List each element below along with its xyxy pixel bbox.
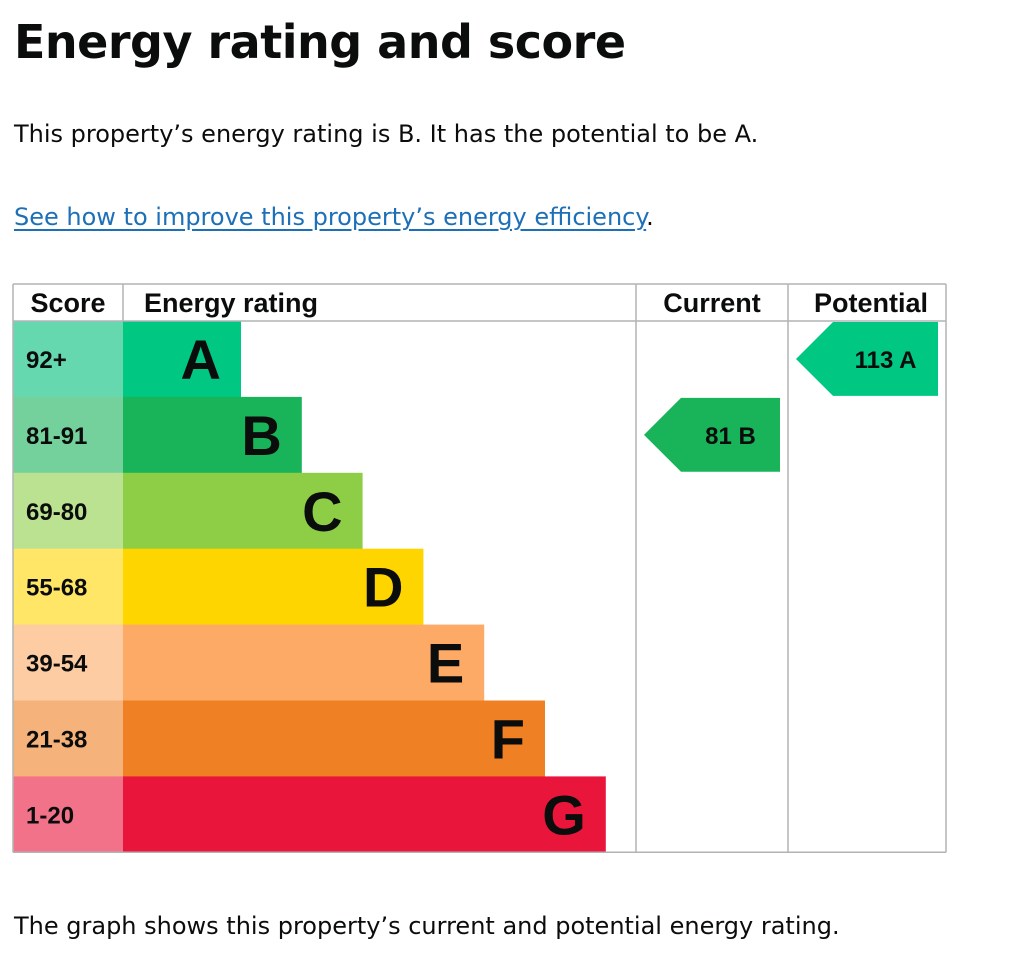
band-letter-f: F xyxy=(491,707,525,770)
score-cell-b xyxy=(13,396,123,474)
score-range-e: 39-54 xyxy=(26,651,88,678)
header-energy-rating: Energy rating xyxy=(144,288,318,318)
band-bar-d xyxy=(123,548,424,626)
potential-rating-arrow xyxy=(796,322,938,396)
score-range-f: 21-38 xyxy=(26,726,87,753)
score-cell-g xyxy=(13,776,123,853)
score-cell-f xyxy=(13,700,123,777)
band-letter-g: G xyxy=(542,783,586,846)
current-rating-arrow-label: 81 B xyxy=(705,423,756,450)
score-range-c: 69-80 xyxy=(26,499,87,526)
band-letter-e: E xyxy=(427,632,464,695)
improve-link-line: See how to improve this property’s energ… xyxy=(14,201,654,233)
band-letter-d: D xyxy=(363,556,403,619)
score-cell-e xyxy=(13,624,123,701)
band-bar-b xyxy=(123,396,302,474)
header-current: Current xyxy=(663,288,761,318)
score-cell-a xyxy=(13,321,123,398)
energy-rating-chart: 92+ A81-91 B69-80 C55-68 D39-54 E21-38 F1-20 G … xyxy=(12,283,947,854)
graph-description: The graph shows this property’s current … xyxy=(14,912,840,940)
improve-efficiency-link[interactable]: See how to improve this property’s energ… xyxy=(14,203,647,231)
header-potential: Potential xyxy=(814,288,928,318)
score-range-b: 81-91 xyxy=(26,423,87,450)
current-rating-arrow xyxy=(644,397,780,472)
score-range-d: 55-68 xyxy=(26,575,87,602)
score-range-g: 1-20 xyxy=(26,802,74,829)
band-letter-c: C xyxy=(302,480,342,543)
score-cell-c xyxy=(13,472,123,550)
band-bar-f xyxy=(123,700,545,777)
band-bar-c xyxy=(123,472,363,550)
header-score: Score xyxy=(30,288,105,318)
band-bar-e xyxy=(123,624,485,701)
rating-summary: This property’s energy rating is B. It h… xyxy=(14,120,759,148)
band-letter-b: B xyxy=(241,404,281,467)
potential-rating-arrow-label: 113 A xyxy=(855,347,917,374)
band-bar-g xyxy=(123,776,606,853)
score-range-a: 92+ xyxy=(26,347,67,374)
link-suffix: . xyxy=(646,203,654,231)
page-title: Energy rating and score xyxy=(14,15,626,69)
band-bar-a xyxy=(123,321,241,398)
score-cell-d xyxy=(13,548,123,626)
band-letter-a: A xyxy=(181,328,221,391)
